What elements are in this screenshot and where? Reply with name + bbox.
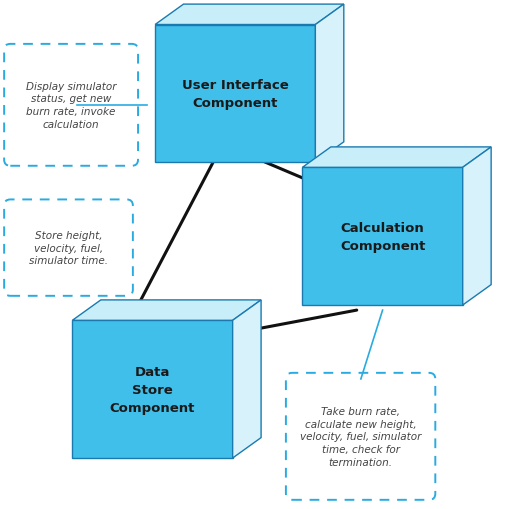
Text: Take burn rate,
calculate new height,
velocity, fuel, simulator
time, check for
: Take burn rate, calculate new height, ve… [300,406,421,467]
Text: User Interface
Component: User Interface Component [182,79,288,109]
FancyBboxPatch shape [4,200,133,296]
Polygon shape [233,300,261,458]
Polygon shape [155,25,315,163]
Polygon shape [72,300,261,321]
FancyBboxPatch shape [286,373,435,500]
Polygon shape [72,321,233,458]
Polygon shape [302,148,491,168]
Polygon shape [463,148,491,305]
FancyBboxPatch shape [4,45,138,166]
Text: Display simulator
status, get new
burn rate, invoke
calculation: Display simulator status, get new burn r… [26,81,116,130]
Polygon shape [302,168,463,305]
Text: Store height,
velocity, fuel,
simulator time.: Store height, velocity, fuel, simulator … [29,231,108,266]
Text: Data
Store
Component: Data Store Component [110,365,195,414]
Polygon shape [155,5,344,25]
Polygon shape [315,5,344,163]
Text: Calculation
Component: Calculation Component [340,221,425,252]
